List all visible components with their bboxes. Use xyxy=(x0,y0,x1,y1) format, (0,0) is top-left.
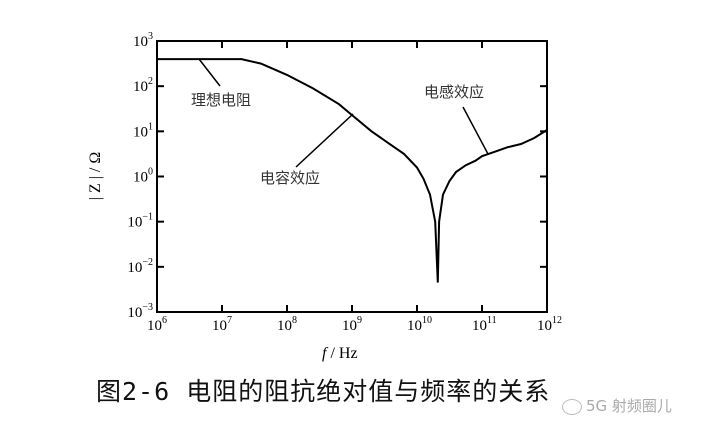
annotation-inductive-effect: 电感效应 xyxy=(424,83,484,101)
x-tick-label: 1010 xyxy=(407,315,432,334)
y-axis-title: | Z | / Ω xyxy=(87,152,104,201)
x-tick-label: 1012 xyxy=(537,315,562,334)
x-tick-label: 1011 xyxy=(472,315,497,334)
axis-tick-labels: 106 107 108 109 1010 1011 101210−310−210−11001… xyxy=(127,31,562,334)
plot-frame xyxy=(156,40,548,313)
impedance-curve xyxy=(157,58,548,283)
x-axis-title: f / Hz xyxy=(322,345,358,362)
leader-ideal xyxy=(198,58,221,87)
annotation-ideal-resistor: 理想电阻 xyxy=(191,91,251,109)
x-tick-label: 108 xyxy=(277,315,297,334)
wechat-logo-icon xyxy=(562,398,582,415)
x-tick-label: 106 xyxy=(147,315,167,334)
y-tick-label: 10−1 xyxy=(127,212,153,231)
y-tick-label: 102 xyxy=(133,76,153,95)
y-tick-label: 103 xyxy=(133,31,153,50)
y-tick-label: 101 xyxy=(133,121,153,140)
watermark-text: 5G 射频圈儿 xyxy=(586,397,672,415)
annotation-capacitive-effect: 电容效应 xyxy=(260,169,320,187)
x-tick-label: 109 xyxy=(342,315,362,334)
x-tick-label: 107 xyxy=(212,315,232,334)
leader-inductive xyxy=(462,106,489,155)
watermark: 5G 射频圈儿 xyxy=(562,395,672,416)
leader-capacitive xyxy=(295,113,354,168)
figure-caption: 图2-6 电阻的阻抗绝对值与频率的关系 xyxy=(96,377,551,406)
y-tick-label: 10−2 xyxy=(127,257,153,276)
y-tick-label: 100 xyxy=(133,167,153,186)
axis-ticks xyxy=(157,41,547,312)
